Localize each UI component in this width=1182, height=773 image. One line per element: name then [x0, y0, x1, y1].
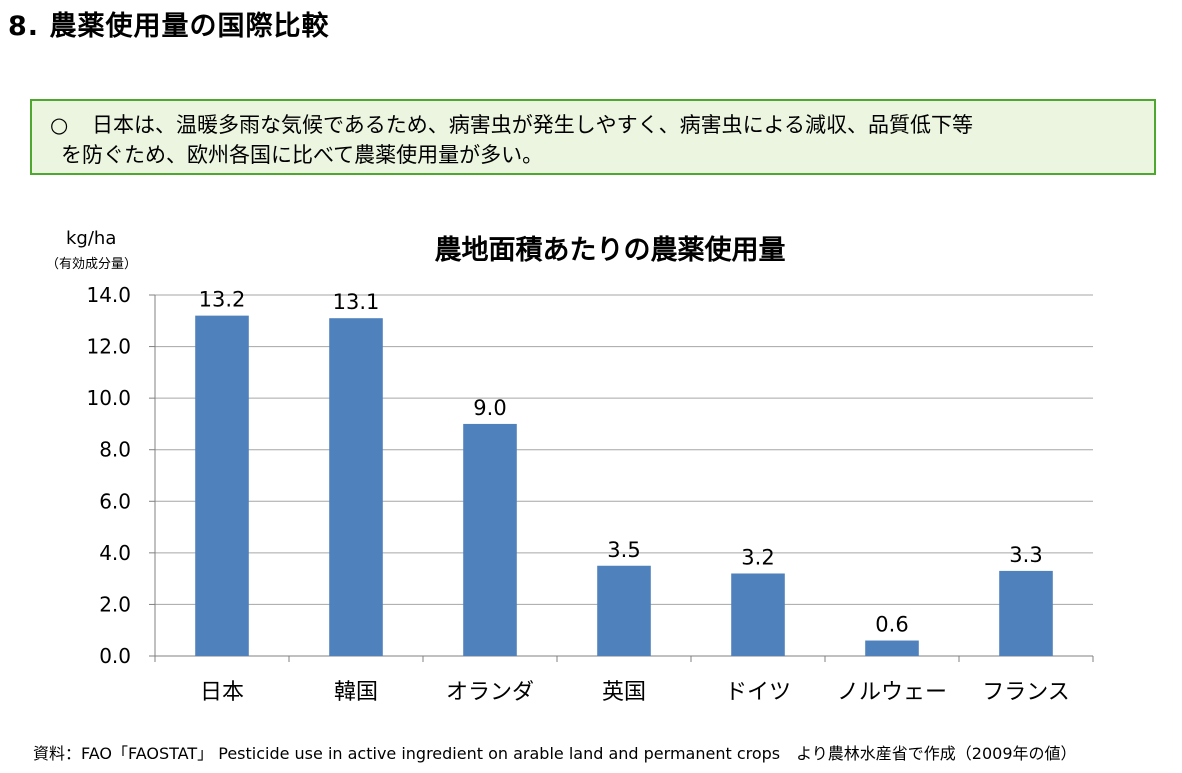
y-tick-label: 2.0	[99, 592, 131, 616]
data-label: 9.0	[473, 396, 506, 420]
bar-2	[329, 318, 383, 656]
circle-bullet-icon: ○	[50, 113, 69, 137]
data-label: 0.6	[875, 613, 908, 637]
bar-7	[999, 570, 1053, 656]
label-layer: 13.2 日本 13.1 韓国 9.0 オランダ 3.5 英国 3.2 ドイツ 0.6 ノルウェー 3.…	[199, 288, 1070, 705]
summary-text-1: 日本は、温暖多雨な気候であるため、病害虫が発生しやすく、病害虫による減収、品質低…	[92, 113, 973, 137]
summary-line-2: を防ぐため、欧州各国に比べて農薬使用量が多い。	[61, 143, 544, 167]
chart-title: 農地面積あたりの農薬使用量	[434, 235, 786, 266]
data-label: 3.5	[607, 538, 640, 562]
bar-4	[597, 565, 651, 656]
source-note: 資料：FAO「FAOSTAT」 Pesticide use in active …	[33, 744, 1077, 763]
y-tick-label: 4.0	[99, 541, 131, 565]
x-tick-label: ドイツ	[725, 680, 791, 705]
data-label: 13.1	[333, 290, 380, 314]
x-tick-label: ノルウェー	[837, 680, 947, 705]
x-tick-label: 日本	[200, 680, 244, 705]
summary-line-1: ○ 日本は、温暖多雨な気候であるため、病害虫が発生しやすく、病害虫による減収、品質…	[50, 110, 1138, 140]
y-axis-unit-note: （有効成分量）	[46, 257, 138, 272]
y-tick-label: 8.0	[99, 438, 131, 462]
y-tick-label: 10.0	[86, 386, 131, 410]
y-tick-label: 0.0	[99, 644, 131, 668]
bar-layer	[195, 315, 1053, 656]
bar-1	[195, 315, 249, 656]
y-tick-label: 14.0	[86, 283, 131, 307]
y-tick-label: 6.0	[99, 489, 131, 513]
y-axis-unit: kg/ha	[66, 228, 117, 249]
x-tick-label: フランス	[982, 680, 1070, 705]
bar-6	[865, 640, 919, 656]
page-title: 8. 農薬使用量の国際比較	[8, 11, 330, 42]
x-tick-label: 韓国	[334, 680, 378, 705]
data-label: 3.2	[741, 545, 774, 569]
summary-box: ○ 日本は、温暖多雨な気候であるため、病害虫が発生しやすく、病害虫による減収、品質…	[30, 99, 1156, 175]
data-label: 13.2	[199, 288, 246, 312]
data-label: 3.3	[1009, 543, 1042, 567]
x-tick-label: オランダ	[446, 680, 534, 705]
bar-3	[463, 423, 517, 656]
bar-5	[731, 573, 785, 656]
y-tick-label: 12.0	[86, 335, 131, 359]
x-tick-label: 英国	[602, 680, 646, 705]
